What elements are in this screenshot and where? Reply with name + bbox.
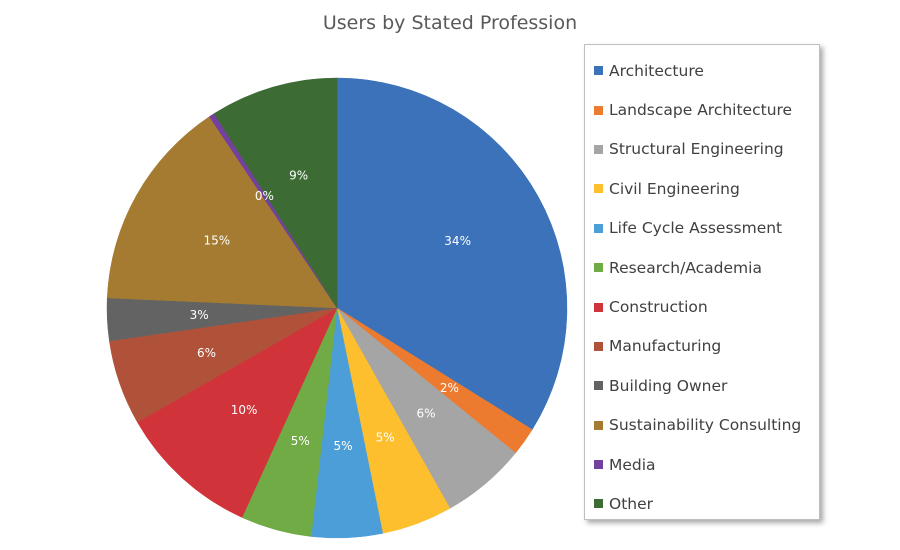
slice-label-other: 9%: [289, 168, 308, 182]
legend-swatch: [594, 341, 603, 351]
pie-chart: 34% 2% 6% 5% 5% 5% 10% 6% 3% 15% 0% 9%: [106, 77, 568, 539]
slice-label-research-academia: 5%: [291, 434, 310, 448]
legend-label: Construction: [609, 298, 708, 317]
legend-label: Sustainability Consulting: [609, 416, 802, 435]
legend-label: Life Cycle Assessment: [609, 219, 783, 238]
legend-item: Civil Engineering: [585, 169, 819, 208]
slice-label-sustainability-consulting: 15%: [203, 233, 230, 247]
legend-label: Building Owner: [609, 376, 728, 395]
slice-label-manufacturing: 6%: [197, 346, 216, 360]
slice-label-landscape-architecture: 2%: [440, 381, 459, 395]
legend-label: Other: [609, 494, 654, 513]
legend-swatch: [594, 460, 603, 470]
slice-label-building-owner: 3%: [190, 308, 209, 322]
legend-item: Building Owner: [585, 366, 819, 405]
legend-swatch: [594, 420, 603, 430]
legend-swatch: [594, 144, 603, 154]
legend-swatch: [594, 263, 603, 273]
legend-item: Other: [585, 484, 819, 523]
legend-swatch: [594, 381, 603, 391]
slice-label-media: 0%: [255, 189, 274, 203]
pie-labels: 34% 2% 6% 5% 5% 5% 10% 6% 3% 15% 0% 9%: [190, 168, 471, 452]
legend-item: Manufacturing: [585, 327, 819, 366]
pie-slice-architecture: [336, 77, 568, 430]
legend-swatch: [594, 499, 603, 509]
slice-label-architecture: 34%: [444, 234, 471, 248]
legend-label: Civil Engineering: [609, 179, 740, 198]
legend-label: Research/Academia: [609, 258, 762, 277]
legend-item: Construction: [585, 287, 819, 326]
legend-item: Sustainability Consulting: [585, 406, 819, 445]
pie-slice-other: [213, 77, 338, 309]
pie-slice-construction: [136, 307, 338, 518]
legend-item: Structural Engineering: [585, 130, 819, 169]
pie-slices: [106, 77, 568, 539]
legend-swatch: [594, 223, 603, 233]
slice-label-structural-engineering: 6%: [416, 406, 435, 420]
legend-swatch: [594, 184, 603, 194]
slice-label-civil-engineering: 5%: [376, 430, 395, 444]
chart-legend: Architecture Landscape Architecture Struct…: [584, 44, 820, 520]
legend-label: Manufacturing: [609, 337, 722, 356]
pie-slice-sustainability-consulting: [106, 116, 338, 309]
slice-label-life-cycle-assessment: 5%: [334, 439, 353, 453]
slice-label-construction: 10%: [231, 403, 258, 417]
legend-item: Research/Academia: [585, 248, 819, 287]
legend-swatch: [594, 302, 603, 312]
legend-label: Landscape Architecture: [609, 101, 793, 120]
legend-label: Architecture: [609, 61, 704, 80]
legend-item: Landscape Architecture: [585, 90, 819, 129]
legend-item: Architecture: [585, 51, 819, 90]
chart-title: Users by Stated Profession: [322, 12, 578, 34]
legend-item: Media: [585, 445, 819, 484]
legend-label: Media: [609, 455, 656, 474]
legend-swatch: [594, 66, 603, 76]
legend-label: Structural Engineering: [609, 140, 784, 159]
legend-item: Life Cycle Assessment: [585, 209, 819, 248]
legend-swatch: [594, 105, 603, 115]
